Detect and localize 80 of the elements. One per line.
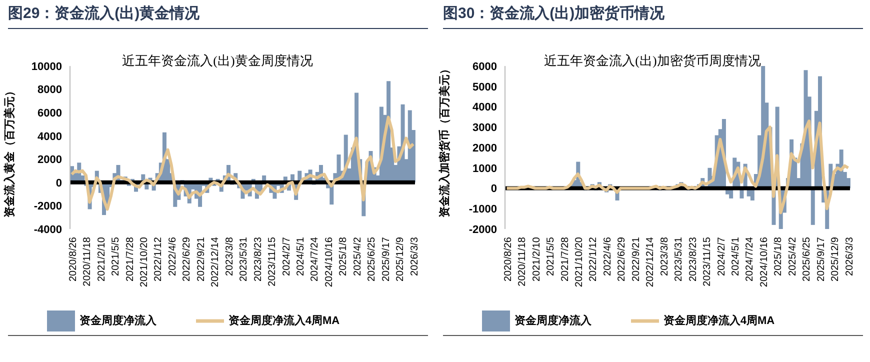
x-tick-label: 2025/12/9 <box>830 236 842 282</box>
y-tick-label: 1000 <box>472 162 497 175</box>
chart-subtitle: 近五年资金流入(出)加密货币周度情况 <box>544 53 761 68</box>
x-tick-label: 2024/2/7 <box>716 236 728 276</box>
x-tick-label: 2021/7/28 <box>124 236 136 282</box>
chart-subtitle: 近五年资金流入(出)黄金周度情况 <box>122 53 313 68</box>
y-tick-label: 10000 <box>31 60 62 73</box>
x-tick-label: 2022/9/21 <box>630 236 642 282</box>
y-tick-label: -2000 <box>468 224 497 236</box>
x-tick-label: 2022/1/12 <box>153 236 164 282</box>
legend-label: 资金周度净流入4周MA <box>228 314 340 327</box>
legend-label: 资金周度净流入4周MA <box>663 314 775 327</box>
x-tick-label: 2022/6/29 <box>616 236 628 282</box>
y-axis-title: 资金流入黄金（百万美元） <box>2 86 16 218</box>
y-tick-label: 3000 <box>472 122 497 134</box>
x-tick-label: 2023/11/15 <box>267 236 278 286</box>
line-series <box>505 120 850 214</box>
x-tick-label: 2022/4/6 <box>167 236 178 276</box>
y-tick-label: 6000 <box>472 60 497 73</box>
y-tick-label: 2000 <box>38 154 62 166</box>
x-tick-label: 2022/4/6 <box>602 236 614 276</box>
x-tick-label: 2023/8/23 <box>688 236 699 282</box>
x-tick-label: 2020/11/18 <box>82 236 94 286</box>
x-tick-label: 2025/1/8 <box>338 236 350 276</box>
x-tick-label: 2025/12/9 <box>395 236 406 282</box>
x-tick-label: 2024/7/24 <box>310 236 321 282</box>
y-tick-label: 5000 <box>472 81 497 94</box>
y-tick-label: 0 <box>56 177 62 190</box>
line-series <box>70 116 415 211</box>
y-tick-label: -2000 <box>34 200 62 213</box>
y-tick-label: -4000 <box>34 224 62 236</box>
x-tick-label: 2025/4/2 <box>787 236 798 276</box>
y-tick-label: -1000 <box>468 204 497 216</box>
y-tick-label: 6000 <box>38 107 62 120</box>
x-tick-label: 2024/2/7 <box>281 236 292 276</box>
x-tick-label: 2022/12/14 <box>645 236 656 288</box>
x-tick-label: 2024/5/1 <box>296 236 307 276</box>
x-tick-label: 2020/11/18 <box>517 236 528 286</box>
x-tick-label: 2024/7/24 <box>744 236 756 282</box>
x-tick-label: 2023/8/23 <box>252 236 264 282</box>
x-tick-label: 2021/5/5 <box>546 236 557 276</box>
y-tick-label: 4000 <box>472 102 497 114</box>
x-tick-label: 2026/3/3 <box>844 236 856 276</box>
x-tick-label: 2025/6/25 <box>802 236 813 282</box>
x-tick-label: 2023/3/8 <box>659 236 670 276</box>
x-tick-label: 2022/9/21 <box>196 236 207 282</box>
chart-title: 图29：资金流入(出)黄金情况 <box>8 4 200 23</box>
y-axis-title: 资金流入加密货币（百万美元） <box>438 64 451 218</box>
legend-label: 资金周度净流入 <box>79 314 156 327</box>
x-tick-label: 2025/1/8 <box>773 236 784 276</box>
x-tick-label: 2023/5/31 <box>238 236 250 282</box>
x-tick-label: 2026/3/3 <box>409 236 420 276</box>
x-tick-label: 2021/10/20 <box>139 236 150 288</box>
x-tick-label: 2025/4/2 <box>352 236 364 276</box>
x-tick-label: 2022/6/29 <box>182 236 193 282</box>
x-tick-label: 2021/10/20 <box>574 236 586 288</box>
x-tick-label: 2020/8/26 <box>502 236 514 282</box>
x-tick-label: 2023/3/8 <box>224 236 236 276</box>
x-tick-label: 2025/9/17 <box>816 236 827 282</box>
x-tick-label: 2024/10/16 <box>758 236 770 288</box>
x-tick-label: 2021/5/5 <box>110 236 122 276</box>
x-tick-label: 2024/10/16 <box>324 236 335 288</box>
x-tick-label: 2022/12/14 <box>210 236 222 288</box>
y-tick-label: 2000 <box>472 142 497 154</box>
x-tick-label: 2025/6/25 <box>366 236 378 282</box>
legend-label: 资金周度净流入 <box>514 314 592 327</box>
x-tick-label: 2022/1/12 <box>588 236 600 282</box>
x-tick-label: 2023/5/31 <box>674 236 685 282</box>
x-tick-label: 2025/9/17 <box>380 236 392 282</box>
x-tick-label: 2021/2/10 <box>96 236 108 282</box>
y-tick-label: 8000 <box>38 84 62 96</box>
x-tick-label: 2020/8/26 <box>68 236 79 282</box>
x-tick-label: 2024/5/1 <box>730 236 742 276</box>
x-tick-label: 2023/11/15 <box>702 236 714 286</box>
chart-title: 图30：资金流入(出)加密货币情况 <box>443 4 665 23</box>
x-tick-label: 2021/7/28 <box>560 236 571 282</box>
x-tick-label: 2021/2/10 <box>531 236 542 282</box>
bar <box>810 188 815 225</box>
y-tick-label: 0 <box>490 183 497 196</box>
y-tick-label: 4000 <box>38 130 62 143</box>
